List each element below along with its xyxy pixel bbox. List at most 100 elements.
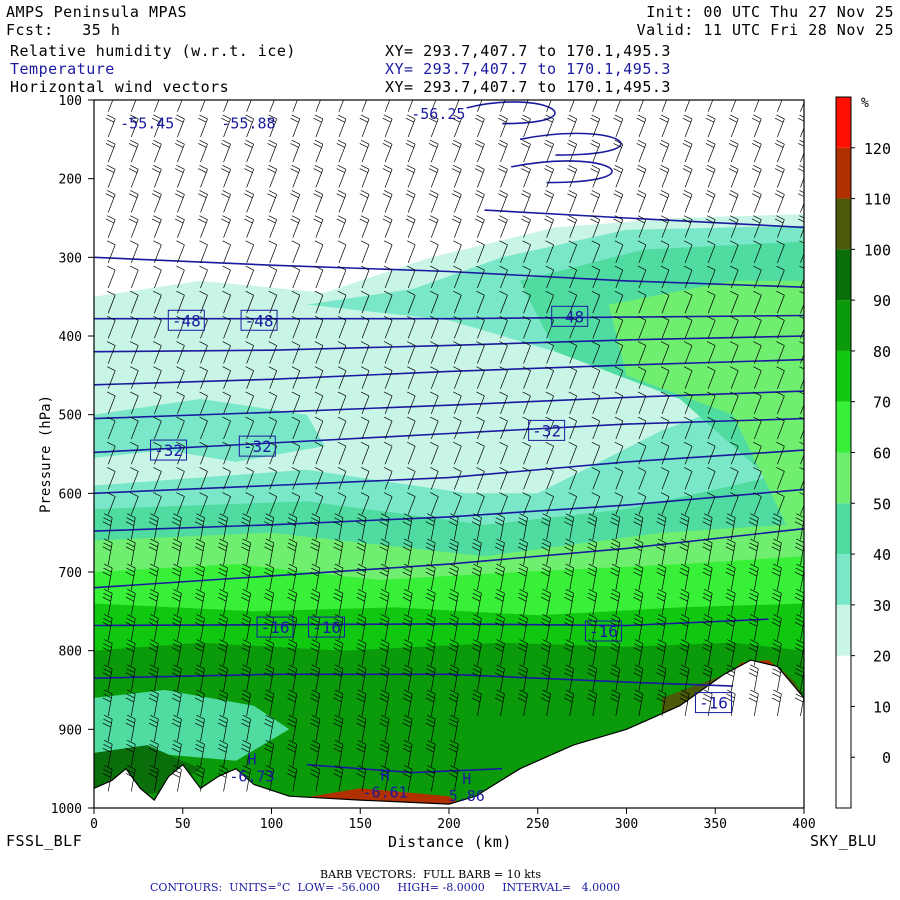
wind-barb <box>425 639 436 666</box>
wind-barb <box>360 240 370 263</box>
wind-barb <box>751 190 762 213</box>
wind-barb <box>706 316 716 339</box>
wind-barb <box>153 391 162 415</box>
wind-barb <box>776 492 785 515</box>
temperature-contour <box>94 488 804 532</box>
wind-barb <box>587 639 598 666</box>
colorbar-label: 60 <box>873 445 891 463</box>
wind-barb <box>453 240 462 263</box>
wind-barb <box>476 441 485 465</box>
wind-barb <box>476 366 485 389</box>
wind-barb <box>614 416 624 440</box>
wind-barb <box>175 190 185 213</box>
wind-barb <box>337 366 347 389</box>
colorbar-segment <box>836 554 851 605</box>
wind-barb <box>268 341 278 364</box>
wind-barb <box>359 215 370 238</box>
field-label-wind: Horizontal wind vectors <box>10 78 230 96</box>
wind-barb <box>633 664 644 691</box>
wind-barb <box>774 215 785 238</box>
wind-barb <box>333 588 344 616</box>
wind-barb <box>522 391 531 415</box>
wind-barb <box>753 265 762 289</box>
wind-barb <box>494 513 505 540</box>
wind-barb <box>771 563 782 591</box>
wind-barb <box>314 366 324 389</box>
wind-barb <box>264 689 275 717</box>
wind-barb <box>360 416 370 440</box>
wind-barb <box>522 366 531 389</box>
wind-barb <box>774 114 785 138</box>
wind-barb <box>451 114 462 138</box>
wind-barb <box>683 240 693 263</box>
wind-barb <box>474 190 485 213</box>
wind-barb <box>471 664 482 691</box>
wind-barb <box>125 714 136 742</box>
wind-barb <box>379 588 390 616</box>
wind-barb <box>151 190 162 213</box>
wind-barb <box>291 341 301 364</box>
wind-barb <box>222 391 231 415</box>
wind-barb <box>107 100 114 112</box>
wind-barb <box>198 215 208 238</box>
right-endpoint: SKY_BLU <box>810 832 877 850</box>
wind-barb <box>705 215 716 238</box>
wind-barb <box>336 190 347 213</box>
temperature-contour <box>94 256 804 288</box>
wind-barb <box>776 366 785 389</box>
wind-barb <box>102 714 113 742</box>
colorbar-segment <box>836 452 851 504</box>
wind-barb <box>498 190 508 213</box>
wind-barb <box>448 563 459 591</box>
wind-barb <box>360 265 370 289</box>
wind-barb <box>517 563 528 591</box>
wind-barb <box>753 467 762 490</box>
wind-barb <box>453 265 462 289</box>
wind-barb <box>102 689 113 717</box>
wind-barb <box>128 165 139 188</box>
y-tick-label: 400 <box>59 330 82 345</box>
wind-barb <box>176 341 185 364</box>
wind-barb <box>682 165 693 188</box>
wind-barb <box>383 391 393 415</box>
temperature-contour <box>94 618 769 627</box>
wind-barb <box>753 416 762 440</box>
wind-barb <box>771 639 782 666</box>
wind-barb <box>430 341 439 364</box>
wind-barb <box>541 664 551 691</box>
wind-barb <box>175 114 185 138</box>
wind-barb <box>336 165 347 188</box>
wind-barb <box>268 316 278 339</box>
colorbar-label: 110 <box>864 191 891 209</box>
wind-barb <box>522 316 531 339</box>
wind-barb <box>725 513 736 540</box>
wind-barb <box>268 492 278 515</box>
wind-barb <box>637 416 647 440</box>
wind-barb <box>107 366 116 389</box>
contour-label: -48 <box>172 311 201 330</box>
wind-barb <box>476 290 485 314</box>
terrain-line <box>94 659 804 805</box>
wind-barb <box>382 190 393 213</box>
wind-barb <box>244 215 254 238</box>
extremum-h-marker: H <box>247 751 256 769</box>
wind-barb <box>425 563 436 591</box>
wind-barb <box>407 290 416 314</box>
contour-label: -16 <box>261 618 290 637</box>
wind-barb <box>661 100 667 112</box>
wind-barb <box>217 538 228 565</box>
wind-barb <box>776 316 785 339</box>
wind-barb <box>125 588 136 616</box>
wind-barb <box>702 538 713 565</box>
wind-barb <box>774 139 785 163</box>
wind-barb <box>314 467 324 490</box>
extremum-value: -55.45 <box>120 115 174 133</box>
wind-barb <box>107 467 116 490</box>
wind-barb <box>194 739 205 767</box>
wind-barb <box>476 467 485 490</box>
wind-barb <box>614 441 624 465</box>
wind-barb <box>771 513 782 540</box>
wind-barb <box>383 366 393 389</box>
wind-barb <box>176 467 185 490</box>
wind-barb <box>361 100 367 112</box>
